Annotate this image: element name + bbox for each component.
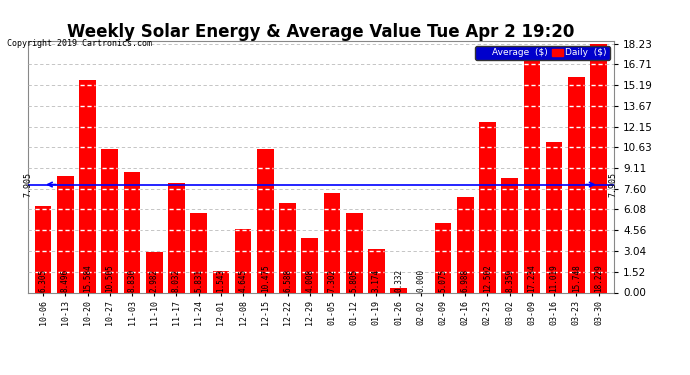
Text: 10.475: 10.475 — [261, 264, 270, 292]
Bar — [79, 80, 96, 292]
Text: 1.543: 1.543 — [217, 269, 226, 292]
Text: 0.332: 0.332 — [394, 269, 403, 292]
Bar — [479, 122, 496, 292]
Text: 7.905: 7.905 — [609, 172, 618, 197]
Text: 7.302: 7.302 — [328, 269, 337, 292]
Bar — [546, 142, 562, 292]
Text: 2.982: 2.982 — [150, 269, 159, 292]
Bar — [146, 252, 163, 292]
Bar — [502, 178, 518, 292]
Text: 5.831: 5.831 — [194, 269, 203, 292]
Text: 8.032: 8.032 — [172, 269, 181, 292]
Bar — [213, 272, 229, 292]
Bar — [57, 177, 74, 292]
Bar — [235, 229, 251, 292]
Bar — [124, 172, 140, 292]
Text: 8.359: 8.359 — [505, 269, 514, 292]
Text: 0.000: 0.000 — [416, 269, 425, 292]
Bar — [302, 238, 318, 292]
Text: Copyright 2019 Cartronics.com: Copyright 2019 Cartronics.com — [7, 39, 152, 48]
Text: 15.584: 15.584 — [83, 264, 92, 292]
Text: 6.988: 6.988 — [461, 269, 470, 292]
Text: 12.502: 12.502 — [483, 264, 492, 292]
Text: 17.234: 17.234 — [527, 264, 536, 292]
Text: 4.645: 4.645 — [239, 269, 248, 292]
Bar — [101, 149, 118, 292]
Text: 18.229: 18.229 — [594, 264, 603, 292]
Bar — [324, 193, 340, 292]
Bar — [435, 223, 451, 292]
Text: 15.748: 15.748 — [572, 264, 581, 292]
Legend: Average  ($), Daily  ($): Average ($), Daily ($) — [475, 46, 609, 60]
Bar — [34, 206, 52, 292]
Bar — [190, 213, 207, 292]
Text: 5.805: 5.805 — [350, 269, 359, 292]
Bar — [590, 44, 607, 292]
Bar — [391, 288, 407, 292]
Text: 7.905: 7.905 — [23, 172, 32, 197]
Bar — [257, 150, 274, 292]
Text: 4.008: 4.008 — [305, 269, 314, 292]
Bar — [457, 197, 473, 292]
Text: 8.496: 8.496 — [61, 269, 70, 292]
Bar — [279, 202, 296, 292]
Text: 6.305: 6.305 — [39, 269, 48, 292]
Text: 10.505: 10.505 — [106, 264, 115, 292]
Text: 5.075: 5.075 — [439, 269, 448, 292]
Text: 8.830: 8.830 — [128, 269, 137, 292]
Text: 11.019: 11.019 — [550, 264, 559, 292]
Bar — [568, 78, 584, 292]
Bar — [368, 249, 385, 292]
Bar — [524, 57, 540, 292]
Text: 6.588: 6.588 — [283, 269, 292, 292]
Bar — [168, 183, 185, 292]
Bar — [346, 213, 362, 292]
Text: 3.174: 3.174 — [372, 269, 381, 292]
Title: Weekly Solar Energy & Average Value Tue Apr 2 19:20: Weekly Solar Energy & Average Value Tue … — [67, 23, 575, 41]
